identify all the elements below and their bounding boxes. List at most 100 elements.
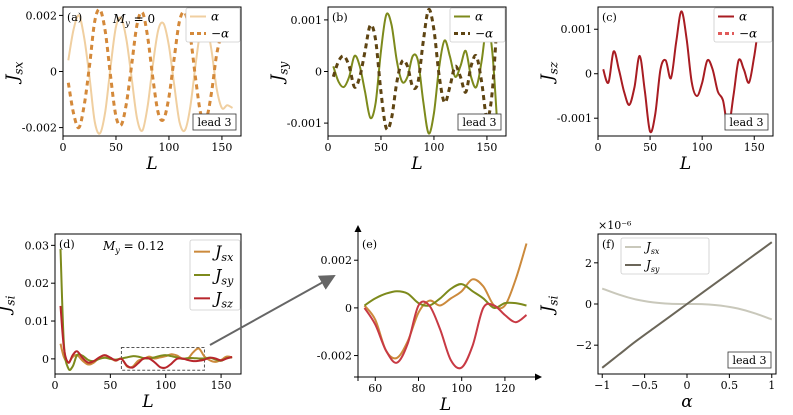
x-tick-label: 50	[374, 141, 388, 154]
x-tick-label: 100	[423, 141, 444, 154]
legend-label: Jsz	[212, 289, 233, 311]
y-tick-label: 0	[315, 66, 322, 79]
x-tick-label: 60	[368, 382, 382, 395]
x-tick-label: 150	[211, 141, 232, 154]
chart-panel-f: −1 −0.5 0 0.5 1 −2 0 2 α Jsi (f) ×10⁻⁶ lead 3 Jsx Jsy	[538, 219, 777, 412]
legend-label: α	[475, 9, 483, 23]
x-tick-label: 0	[325, 141, 332, 154]
x-tick-label: −1	[594, 379, 610, 392]
y-tick-label: 0	[585, 68, 592, 81]
panel-label: (d)	[59, 238, 75, 251]
plot-frame	[54, 233, 242, 375]
y-axis-label: Jsx	[3, 61, 25, 84]
legend-box	[189, 239, 241, 311]
lead-badge-text: lead 3	[732, 354, 766, 367]
legend-label: Jsy	[212, 265, 234, 287]
y-tick-label: 2	[585, 257, 592, 270]
y-tick-label: 0.001	[291, 14, 323, 27]
y-tick-label: -0.002	[317, 350, 352, 363]
x-axis-label: L	[141, 392, 153, 412]
panel-label: (e)	[362, 238, 377, 251]
series-line	[363, 283, 527, 309]
y-axis-label: Jsi	[538, 295, 560, 315]
y-tick-label: 0.002	[26, 9, 58, 22]
series-line	[59, 343, 233, 369]
series-line	[332, 12, 499, 135]
x-tick-label: 100	[155, 379, 176, 392]
y-tick-label: 0.01	[25, 315, 50, 328]
x-tick-label: 100	[158, 141, 179, 154]
x-tick-label: 50	[109, 141, 123, 154]
y-axis-label: Jsz	[538, 61, 560, 84]
y-tick-label: 0	[42, 353, 49, 366]
annotation-label: My = 0	[112, 12, 155, 28]
y-axis-label: Jsi	[0, 295, 17, 315]
x-tick-label: 150	[744, 141, 765, 154]
x-axis-label: α	[681, 392, 693, 412]
lead-badge	[457, 113, 502, 131]
y-tick-label: -0.001	[287, 117, 322, 130]
y-tick-label: 0.001	[561, 23, 593, 36]
x-tick-label: −0.5	[631, 379, 658, 392]
panel-label: (c)	[602, 11, 617, 24]
x-axis-label: L	[679, 154, 691, 174]
zoom-arrow	[209, 275, 336, 346]
x-tick-label: 0	[684, 379, 691, 392]
x-tick-label: 100	[692, 141, 713, 154]
chart-panel-d: 0 50 100 150 0 0.01 0.02 0.03 L Jsi (d) My = 0.12 Js…	[0, 233, 242, 412]
y-tick-label: 0.02	[25, 277, 50, 290]
x-tick-label: 50	[643, 141, 657, 154]
plot-frame	[597, 6, 774, 137]
x-tick-label: 150	[476, 141, 497, 154]
y-tick-label: -0.002	[22, 122, 57, 135]
legend-label: −α	[475, 26, 493, 40]
axis-offset-label: ×10⁻⁶	[598, 219, 632, 232]
panel-label: (b)	[332, 11, 348, 24]
x-axis-label: L	[410, 154, 422, 174]
y-tick-label: 0.03	[25, 239, 50, 252]
legend-label: α	[739, 9, 747, 23]
y-axis-label: Jsy	[268, 61, 290, 84]
zoom-connector	[209, 275, 336, 346]
x-tick-label: 0	[60, 141, 67, 154]
chart-panel-e: 60 80 100 120 -0.002 0 0.002 L (e)	[317, 225, 542, 415]
y-tick-label: 0	[345, 302, 352, 315]
legend-label: Jsx	[643, 240, 660, 256]
series-line	[363, 300, 528, 370]
series-line	[601, 241, 773, 369]
legend-label: −α	[739, 26, 757, 40]
y-tick-label: -0.001	[557, 112, 592, 125]
lead-badge	[724, 113, 769, 131]
x-tick-label: 150	[211, 379, 232, 392]
y-tick-label: 0	[585, 298, 592, 311]
lead-badge	[192, 113, 237, 131]
lead-badge	[727, 351, 772, 369]
x-tick-label: 1	[768, 379, 775, 392]
panel-label: (f)	[602, 238, 615, 251]
annotation-label: My = 0.12	[102, 239, 164, 255]
legend-label: Jsy	[643, 258, 660, 274]
lead-badge-text: lead 3	[462, 116, 496, 129]
x-tick-label: 0	[52, 379, 59, 392]
lead-badge-text: lead 3	[197, 116, 231, 129]
series-line	[59, 305, 233, 369]
series-line	[363, 243, 528, 360]
legend-label: −α	[211, 26, 229, 40]
series-line	[602, 10, 766, 134]
x-tick-label: 80	[411, 382, 425, 395]
x-axis-label: L	[439, 395, 451, 415]
x-tick-label: 120	[494, 382, 515, 395]
series-line	[331, 8, 499, 132]
y-tick-label: 0	[50, 66, 57, 79]
x-tick-label: 0.5	[721, 379, 739, 392]
y-tick-label: 0.002	[321, 254, 353, 267]
x-tick-label: 50	[103, 379, 117, 392]
y-tick-label: −2	[576, 339, 592, 352]
legend-label: Jsx	[212, 242, 234, 264]
x-tick-label: 0	[595, 141, 602, 154]
x-axis-label: L	[145, 154, 157, 174]
x-tick-label: 100	[451, 382, 472, 395]
